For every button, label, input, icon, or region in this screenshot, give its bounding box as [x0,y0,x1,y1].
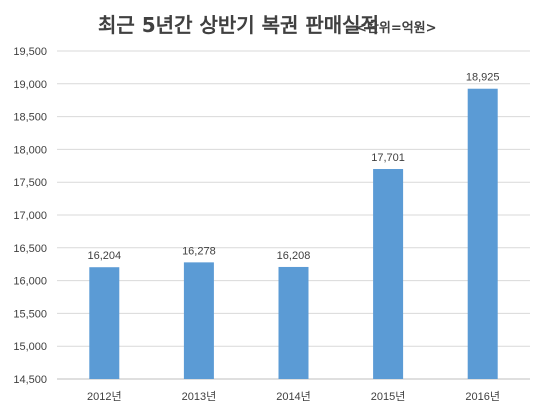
x-tick-label: 2015년 [371,390,406,403]
chart-title: 최근 5년간 상반기 복권 판매실적 [98,13,379,37]
x-tick-label: 2014년 [276,390,311,403]
y-tick-label: 17,000 [13,210,47,222]
y-tick-label: 18,000 [13,144,47,156]
bar [467,88,498,379]
gridlines [57,50,530,380]
y-tick-label: 16,500 [13,243,47,255]
y-tick-label: 16,000 [13,276,47,288]
y-tick-label: 19,500 [13,46,47,58]
data-label: 16,208 [277,250,311,262]
y-tick-label: 14,500 [13,374,47,386]
y-axis: 14,500 15,000 15,500 16,000 16,500 17,000 17,5… [13,46,47,386]
data-label: 16,278 [182,245,216,257]
y-tick-label: 15,500 [13,308,47,320]
data-label: 18,925 [466,72,500,84]
y-tick-label: 17,500 [13,177,47,189]
y-tick-label: 15,000 [13,341,47,353]
bar [278,266,309,379]
data-label: 17,701 [371,152,405,164]
y-tick-label: 18,500 [13,112,47,124]
bars [89,88,498,379]
unit-label: <단위=억원> [356,20,437,36]
x-tick-label: 2016년 [465,390,500,403]
data-labels: 16,204 16,278 16,208 17,701 18,925 [87,72,499,262]
bar [183,262,214,379]
x-tick-label: 2012년 [87,390,122,403]
data-label: 16,204 [87,250,121,262]
bar [373,169,404,379]
x-axis: 2012년 2013년 2014년 2015년 2016년 [87,390,500,403]
bar [89,267,120,379]
x-tick-label: 2013년 [182,390,217,403]
y-tick-label: 19,000 [13,79,47,91]
